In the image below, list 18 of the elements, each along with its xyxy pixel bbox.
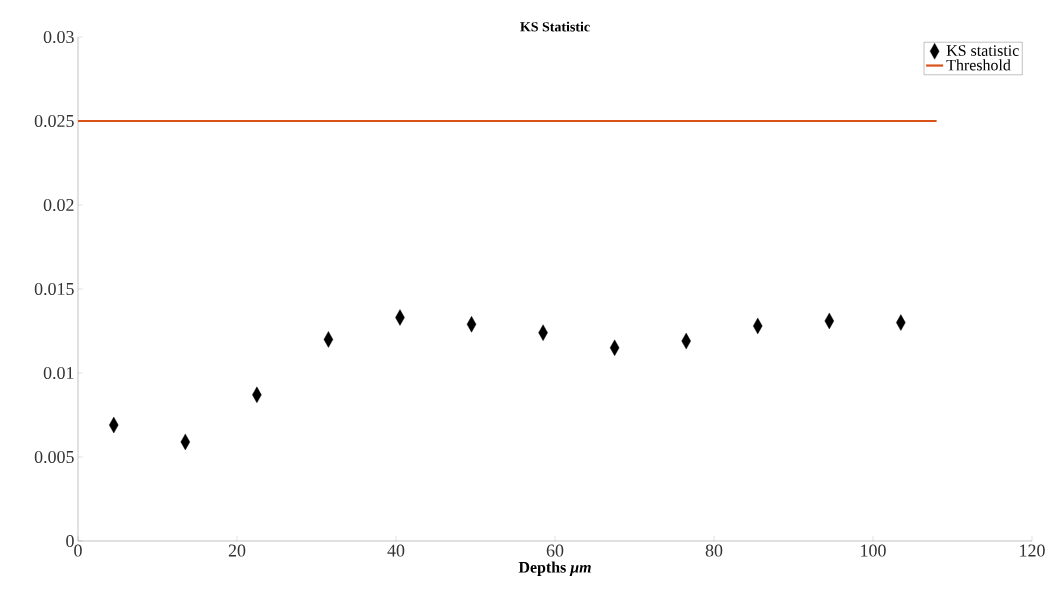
y-tick-label: 0.015 bbox=[34, 282, 74, 296]
legend-label: Threshold bbox=[946, 59, 1011, 71]
y-tick-label: 0.02 bbox=[43, 198, 74, 212]
x-tick-label: 0 bbox=[74, 544, 82, 557]
legend-label: KS statistic bbox=[946, 45, 1019, 56]
y-tick-label: 0.025 bbox=[34, 114, 74, 128]
y-tick-label: 0.03 bbox=[43, 30, 74, 44]
x-tick-label: 60 bbox=[546, 544, 564, 557]
y-tick-label: 0.01 bbox=[43, 366, 74, 380]
y-tick-label: 0.005 bbox=[34, 450, 74, 464]
x-tick-label: 120 bbox=[1020, 544, 1045, 557]
x-axis-title: Depths μm bbox=[518, 561, 591, 576]
x-tick-label: 80 bbox=[705, 544, 723, 557]
x-tick-label: 20 bbox=[228, 544, 246, 557]
y-tick-label: 0 bbox=[66, 534, 74, 548]
chart-title: KS Statistic bbox=[520, 21, 590, 32]
x-tick-label: 40 bbox=[387, 544, 405, 557]
x-tick-label: 100 bbox=[861, 544, 886, 557]
